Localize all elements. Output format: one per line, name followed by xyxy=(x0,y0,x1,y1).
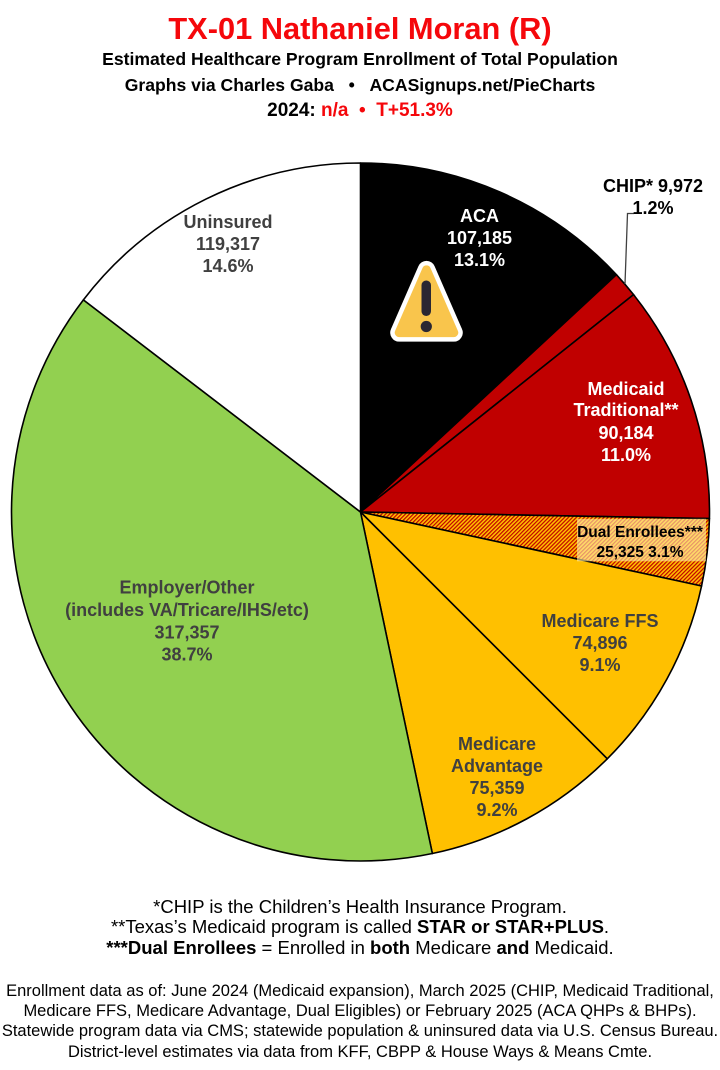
svg-text:14.6%: 14.6% xyxy=(202,256,253,276)
svg-text:Medicare FFS: Medicare FFS xyxy=(541,611,658,631)
svg-text:90,184: 90,184 xyxy=(598,423,653,443)
svg-text:Medicaid: Medicaid xyxy=(587,379,664,399)
svg-text:9.2%: 9.2% xyxy=(476,800,517,820)
svg-text:(includes VA/Tricare/IHS/etc): (includes VA/Tricare/IHS/etc) xyxy=(65,600,309,620)
svg-text:11.0%: 11.0% xyxy=(601,445,651,465)
svg-text:74,896: 74,896 xyxy=(572,633,627,653)
svg-text:Traditional**: Traditional** xyxy=(573,400,678,420)
svg-text:75,359: 75,359 xyxy=(469,778,524,798)
svg-text:Dual Enrollees***: Dual Enrollees*** xyxy=(577,524,704,541)
svg-text:13.1%: 13.1% xyxy=(454,250,505,270)
svg-text:Advantage: Advantage xyxy=(451,756,543,776)
svg-text:Uninsured: Uninsured xyxy=(183,212,272,232)
svg-text:Employer/Other: Employer/Other xyxy=(119,578,254,598)
svg-text:38.7%: 38.7% xyxy=(161,645,212,665)
svg-text:Medicare: Medicare xyxy=(458,734,536,754)
svg-text:CHIP* 9,972: CHIP* 9,972 xyxy=(603,176,703,196)
svg-text:25,325 3.1%: 25,325 3.1% xyxy=(596,544,683,561)
svg-text:1.2%: 1.2% xyxy=(632,198,673,218)
svg-text:317,357: 317,357 xyxy=(154,622,219,642)
svg-text:119,317: 119,317 xyxy=(196,234,260,254)
svg-text:ACA: ACA xyxy=(460,206,499,226)
svg-text:9.1%: 9.1% xyxy=(579,655,620,675)
svg-text:107,185: 107,185 xyxy=(447,228,512,248)
